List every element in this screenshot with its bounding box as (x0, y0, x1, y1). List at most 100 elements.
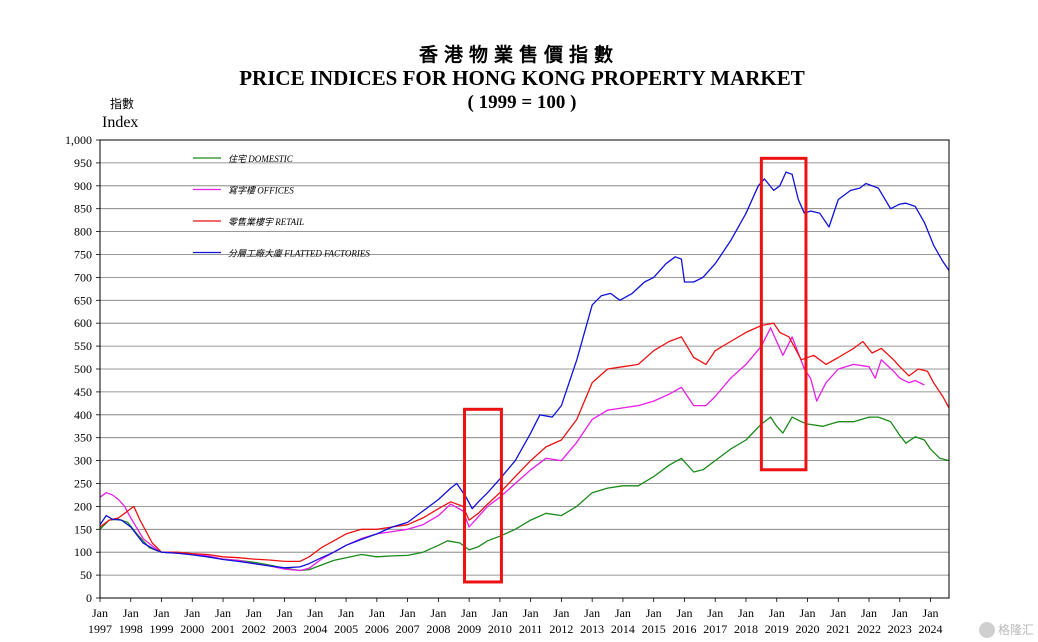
x-tick-year: 2014 (611, 622, 635, 636)
y-tick-label: 100 (74, 545, 92, 559)
y-tick-label: 750 (74, 248, 92, 262)
chart-title-en: PRICE INDICES FOR HONG KONG PROPERTY MAR… (239, 66, 805, 90)
y-axis-label-zh: 指數 (110, 97, 135, 111)
x-tick-year: 1998 (119, 622, 143, 636)
x-tick-year: 2012 (549, 622, 573, 636)
x-tick-month: Jan (492, 606, 508, 620)
y-tick-label: 150 (74, 522, 92, 536)
x-tick-year: 2015 (642, 622, 666, 636)
x-tick-year: 2016 (672, 622, 696, 636)
x-tick-month: Jan (676, 606, 692, 620)
x-tick-month: Jan (800, 606, 816, 620)
x-tick-year: 2018 (734, 622, 758, 636)
x-tick-year: 2003 (273, 622, 297, 636)
x-tick-month: Jan (277, 606, 293, 620)
x-tick-month: Jan (584, 606, 600, 620)
x-tick-year: 2020 (796, 622, 820, 636)
series-line-2 (99, 322, 950, 563)
x-tick-year: 2005 (334, 622, 358, 636)
legend-label-3: 分層工廠大廈 FLATTED FACTORIES (228, 249, 370, 259)
x-tick-month: Jan (646, 606, 662, 620)
y-tick-label: 200 (74, 499, 92, 513)
x-tick-month: Jan (769, 606, 785, 620)
y-axis-ticks: 0 50 100 150 200 250 300 350 400 450 500 550 600 650 7… (65, 133, 100, 605)
x-tick-month: Jan (215, 606, 231, 620)
x-tick-year: 2007 (396, 622, 420, 636)
x-tick-month: Jan (707, 606, 723, 620)
x-tick-year: 2021 (826, 622, 850, 636)
watermark: 格隆汇 (978, 621, 1034, 638)
x-tick-month: Jan (923, 606, 939, 620)
y-tick-label: 300 (74, 454, 92, 468)
x-tick-month: Jan (738, 606, 754, 620)
x-tick-year: 2001 (211, 622, 235, 636)
x-tick-year: 1997 (88, 622, 112, 636)
x-tick-year: 2002 (242, 622, 266, 636)
watermark-text: 格隆汇 (997, 623, 1034, 637)
y-tick-label: 800 (74, 225, 92, 239)
legend-label-0: 住宅 DOMESTIC (228, 154, 294, 164)
x-tick-month: Jan (154, 606, 170, 620)
series-line-3 (99, 171, 950, 569)
y-tick-label: 350 (74, 431, 92, 445)
y-tick-label: 450 (74, 385, 92, 399)
highlight-box-0 (463, 407, 503, 584)
x-tick-month: Jan (861, 606, 877, 620)
series-lines (99, 171, 950, 572)
x-tick-year: 1999 (150, 622, 174, 636)
highlight-box-1 (759, 156, 808, 472)
x-tick-month: Jan (369, 606, 385, 620)
x-tick-year: 2010 (488, 622, 512, 636)
x-tick-year: 2024 (919, 622, 943, 636)
y-tick-label: 0 (86, 591, 92, 605)
highlight-boxes (463, 156, 808, 584)
x-tick-year: 2013 (580, 622, 604, 636)
y-tick-label: 950 (74, 156, 92, 170)
y-tick-label: 50 (80, 568, 92, 582)
x-tick-month: Jan (553, 606, 569, 620)
y-tick-label: 700 (74, 270, 92, 284)
x-tick-month: Jan (830, 606, 846, 620)
x-tick-month: Jan (307, 606, 323, 620)
series-line-0 (99, 416, 950, 572)
x-tick-year: 2023 (888, 622, 912, 636)
x-tick-year: 2017 (703, 622, 727, 636)
x-tick-month: Jan (430, 606, 446, 620)
x-tick-year: 2004 (303, 622, 327, 636)
x-tick-year: 2000 (180, 622, 204, 636)
y-tick-label: 400 (74, 408, 92, 422)
gridlines (100, 162, 949, 576)
x-tick-month: Jan (615, 606, 631, 620)
y-tick-label: 250 (74, 477, 92, 491)
x-tick-month: Jan (184, 606, 200, 620)
x-tick-month: Jan (461, 606, 477, 620)
x-tick-year: 2008 (426, 622, 450, 636)
chart-title-zh: 香港物業售價指數 (418, 44, 619, 66)
y-axis-label-en: Index (102, 114, 139, 131)
y-tick-label: 1,000 (65, 133, 92, 147)
x-tick-month: Jan (246, 606, 262, 620)
x-tick-year: 2019 (765, 622, 789, 636)
series-line-1 (99, 327, 925, 572)
x-tick-year: 2022 (857, 622, 881, 636)
x-tick-month: Jan (123, 606, 139, 620)
x-tick-month: Jan (523, 606, 539, 620)
x-tick-year: 2011 (519, 622, 543, 636)
chart-subtitle: ( 1999 = 100 ) (467, 92, 577, 113)
y-tick-label: 600 (74, 316, 92, 330)
plot-frame (99, 139, 950, 599)
x-tick-month: Jan (400, 606, 416, 620)
x-tick-year: 2006 (365, 622, 389, 636)
y-tick-label: 650 (74, 293, 92, 307)
legend-label-2: 零售業樓宇 RETAIL (228, 217, 304, 227)
x-tick-year: 2009 (457, 622, 481, 636)
watermark-logo-icon (978, 621, 995, 638)
x-tick-month: Jan (892, 606, 908, 620)
legend-label-1: 寫字樓 OFFICES (228, 186, 294, 196)
x-tick-month: Jan (338, 606, 354, 620)
y-tick-label: 550 (74, 339, 92, 353)
x-tick-month: Jan (92, 606, 108, 620)
y-tick-label: 900 (74, 179, 92, 193)
y-tick-label: 500 (74, 362, 92, 376)
